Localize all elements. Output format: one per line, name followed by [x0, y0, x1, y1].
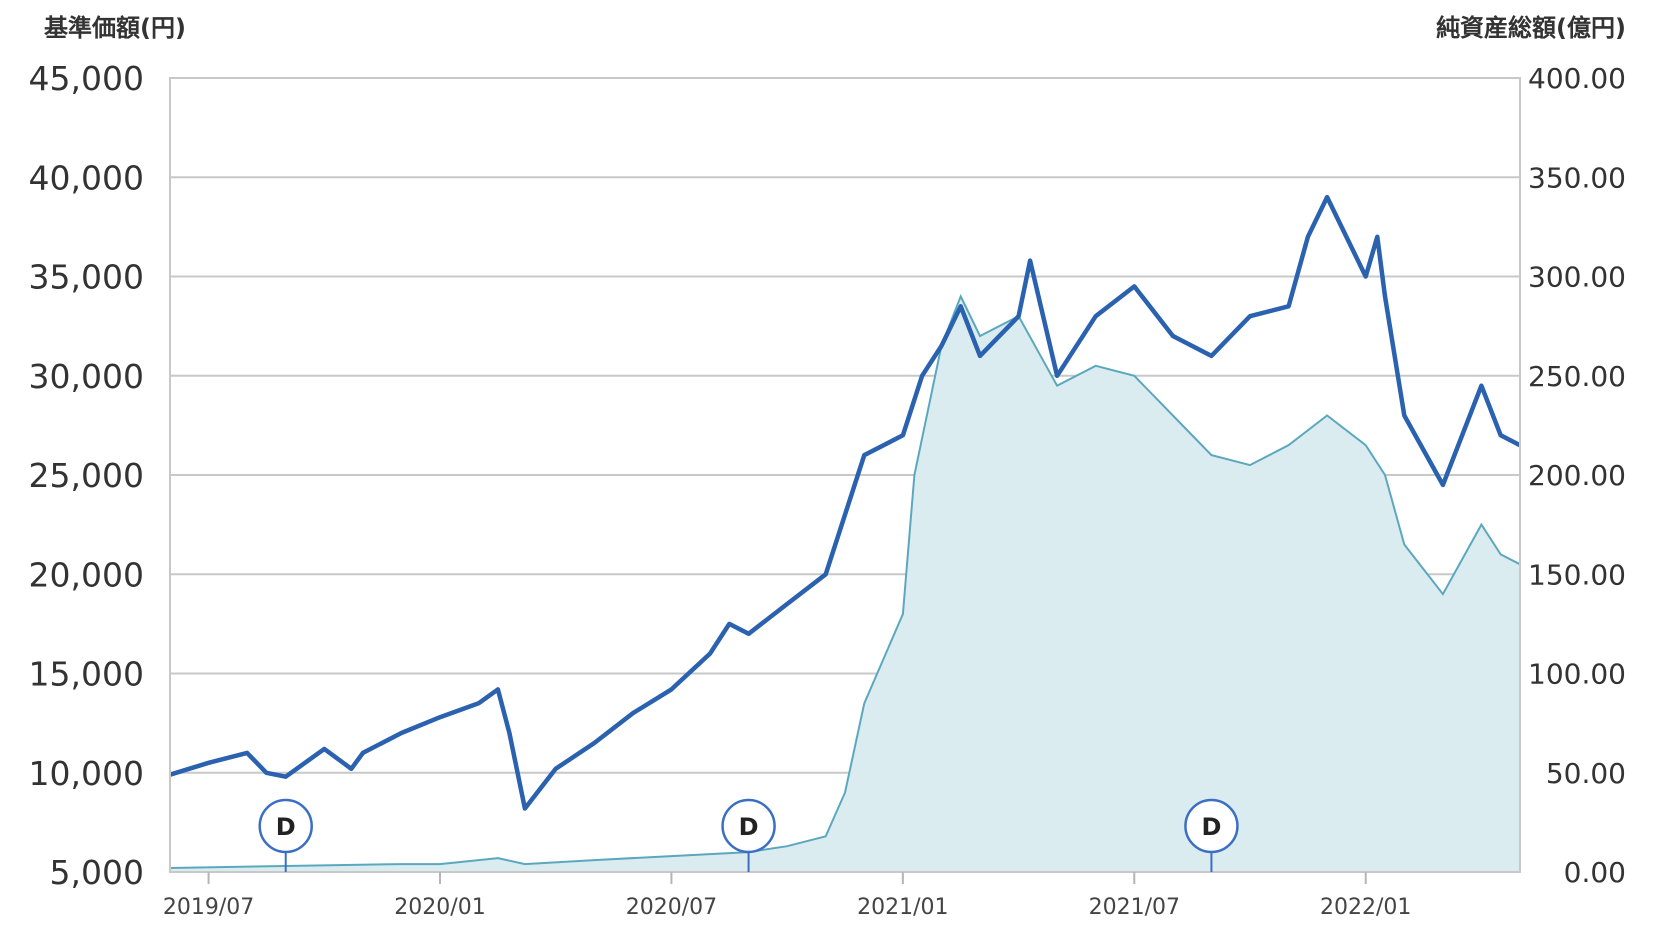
nav-series-line	[169, 194, 1522, 811]
y-tick-label: 35,000	[29, 258, 144, 297]
net-assets-fill	[170, 296, 1520, 872]
right-axis-title: 純資産総額(億円)	[1436, 14, 1626, 42]
marker-circle	[258, 798, 313, 854]
y2-tick-label: 100.00	[1528, 658, 1626, 691]
net-assets-area	[169, 293, 1521, 872]
y2-tick-label: 150.00	[1528, 558, 1626, 591]
y2-tick-label: 350.00	[1528, 161, 1626, 194]
nav-line	[169, 194, 1522, 811]
y-tick-label: 5,000	[50, 853, 144, 892]
plot-border	[169, 77, 1521, 873]
y-tick-label: 45,000	[29, 59, 144, 98]
y2-tick-label: 50.00	[1546, 757, 1626, 790]
y2-tick-label: 200.00	[1528, 459, 1626, 492]
marker-label: D	[276, 813, 296, 841]
y2-tick-label: 250.00	[1528, 360, 1626, 393]
x-tick-label: 2021/01	[857, 895, 948, 920]
marker-label: D	[739, 813, 759, 841]
x-tick-label: 2020/01	[394, 895, 485, 920]
y2-tick-label: 400.00	[1528, 62, 1626, 95]
y-tick-label: 40,000	[29, 158, 144, 197]
marker-label: D	[1201, 813, 1221, 841]
y-tick-label: 10,000	[29, 754, 144, 793]
marker-circle	[1184, 798, 1239, 854]
right-axis-ticks: 400.00 350.00 300.00 250.00 200.00 150.00 100.…	[1528, 62, 1626, 889]
y-tick-label: 25,000	[29, 456, 144, 495]
y2-tick-label: 0.00	[1564, 856, 1626, 889]
x-tick-label: 2020/07	[626, 895, 717, 920]
y2-tick-label: 300.00	[1528, 261, 1626, 294]
plot-frame	[169, 77, 1521, 873]
y-tick-label: 30,000	[29, 357, 144, 396]
left-axis-ticks: 45,000 40,000 35,000 30,000 25,000 20,000 15,0…	[29, 59, 144, 892]
x-tick-label: 2019/07	[163, 895, 254, 920]
marker-circle	[721, 798, 776, 854]
x-axis-ticks: 2019/07 2020/01 2020/07 2021/01 2021/07 2022/…	[163, 872, 1411, 920]
x-tick-label: 2021/07	[1089, 895, 1180, 920]
net-assets-line	[169, 293, 1521, 869]
y-tick-label: 15,000	[29, 655, 144, 694]
y-tick-label: 20,000	[29, 555, 144, 594]
x-tick-label: 2022/01	[1320, 895, 1411, 920]
left-axis-title: 基準価額(円)	[44, 14, 186, 42]
